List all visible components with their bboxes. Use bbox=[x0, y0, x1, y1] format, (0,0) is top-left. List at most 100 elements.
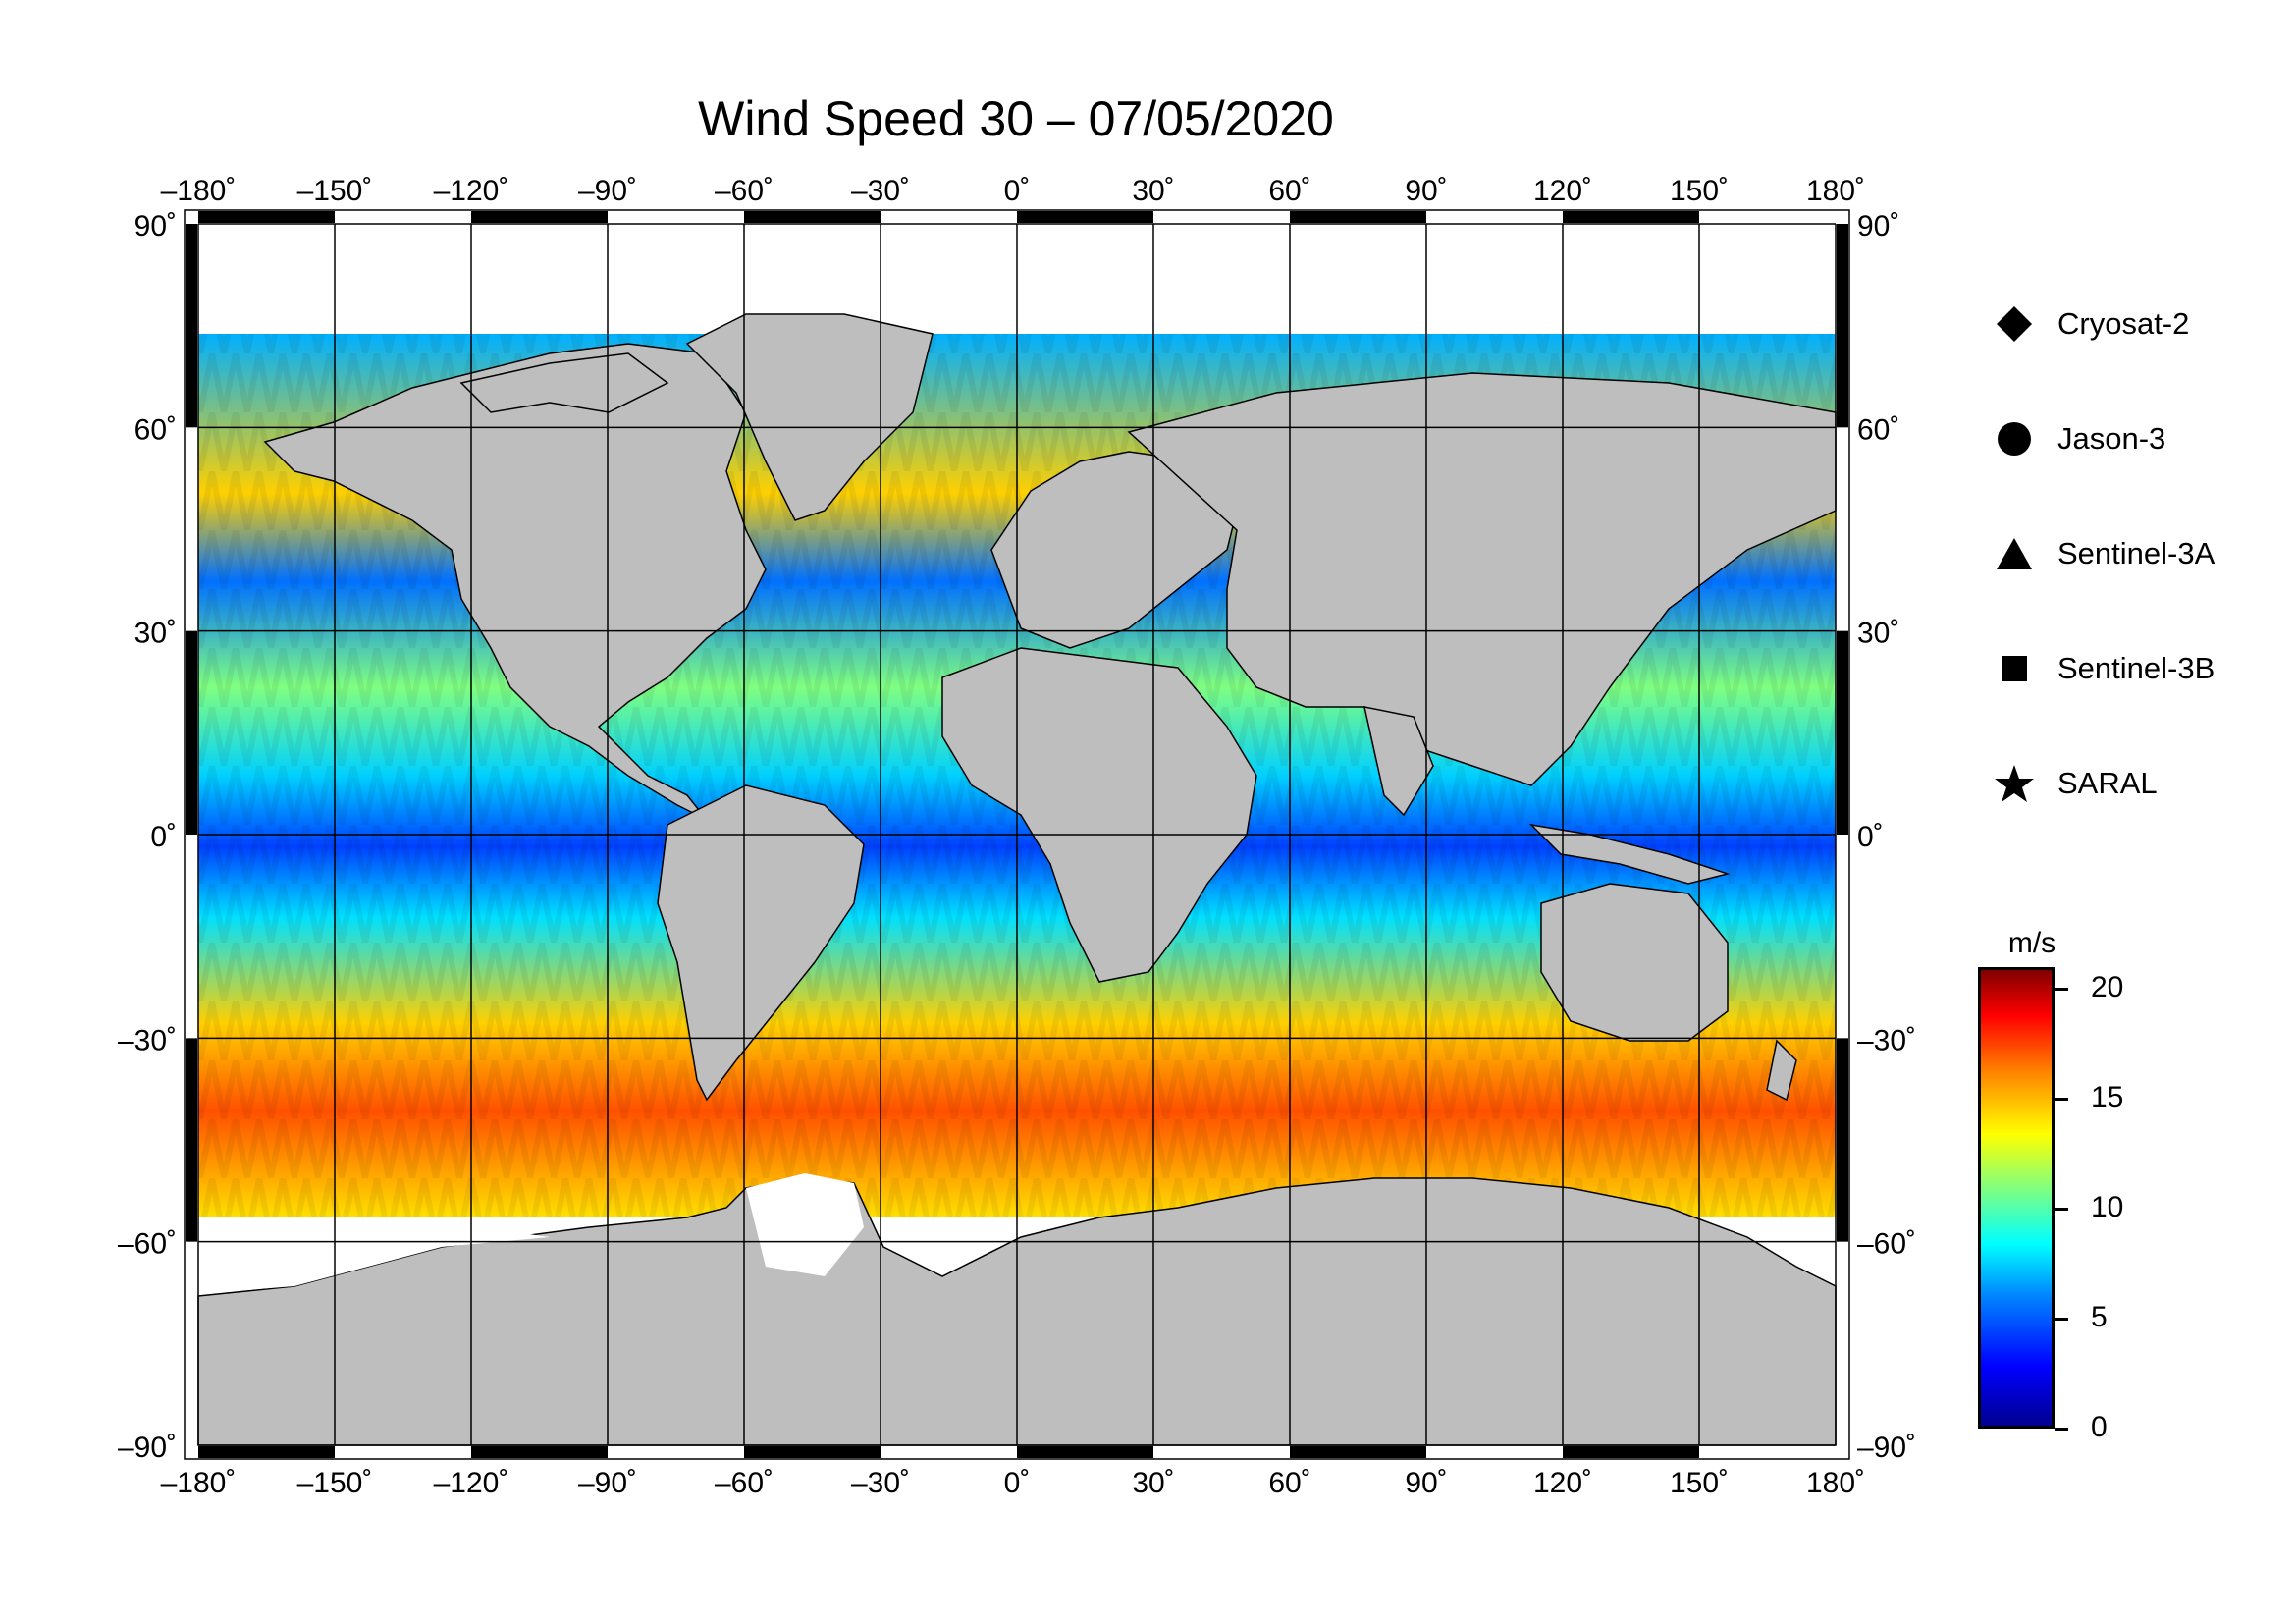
tick-label: 30˚ bbox=[1132, 175, 1174, 207]
tick-label: –60˚ bbox=[118, 1228, 177, 1261]
tick-label: 60˚ bbox=[1268, 1467, 1310, 1499]
tick-label: –30˚ bbox=[118, 1024, 177, 1056]
legend-label: Jason-3 bbox=[2057, 421, 2166, 456]
africa bbox=[941, 647, 1257, 983]
tick-label: 60˚ bbox=[1268, 175, 1310, 207]
colorbar-tick bbox=[2055, 1318, 2068, 1322]
tick-label: –150˚ bbox=[297, 1467, 373, 1499]
map-title: Wind Speed 30 – 07/05/2020 bbox=[698, 91, 1334, 146]
colorbar-tick bbox=[2055, 1208, 2068, 1212]
colorbar-tick-label: 0 bbox=[2091, 1411, 2108, 1443]
tick-label: –90˚ bbox=[118, 1432, 177, 1464]
tick-label: 90˚ bbox=[1857, 210, 1899, 243]
latitude-labels-left: 90˚ 60˚ 30˚ 0˚ –30˚ –60˚ –90˚ bbox=[118, 210, 177, 1464]
tick-label: 0˚ bbox=[1004, 175, 1031, 207]
colorbar bbox=[1978, 967, 2055, 1429]
tick-label: 30˚ bbox=[134, 618, 177, 650]
longitude-labels-bottom: –180˚ –150˚ –120˚ –90˚ –60˚ –30˚ 0˚ 30˚ 60˚ 90˚ 12… bbox=[161, 1467, 1865, 1499]
legend-label: Cryosat-2 bbox=[2057, 306, 2190, 341]
south-america bbox=[657, 784, 865, 1102]
new-zealand bbox=[1766, 1039, 1797, 1102]
tick-label: –30˚ bbox=[851, 1467, 910, 1499]
tick-label: 60˚ bbox=[1857, 413, 1899, 446]
border-segment bbox=[1837, 224, 1848, 428]
tick-label: –90˚ bbox=[1857, 1432, 1916, 1464]
diamond-icon bbox=[1997, 306, 2032, 342]
india bbox=[1363, 706, 1434, 817]
colorbar-tick-label: 15 bbox=[2091, 1081, 2124, 1114]
tick-label: –90˚ bbox=[578, 1467, 637, 1499]
border-segment bbox=[186, 224, 197, 428]
colorbar-tick bbox=[2055, 988, 2068, 992]
tick-label: –30˚ bbox=[1857, 1024, 1916, 1056]
border-segment bbox=[1290, 211, 1426, 223]
tick-label: 120˚ bbox=[1533, 175, 1592, 207]
legend-item-cryosat: Cryosat-2 bbox=[1993, 295, 2189, 353]
circle-icon bbox=[1998, 422, 2031, 456]
border-segment bbox=[1563, 1446, 1699, 1458]
border-segment bbox=[471, 1446, 608, 1458]
tick-label: –60˚ bbox=[1857, 1228, 1916, 1261]
border-segment bbox=[198, 1446, 335, 1458]
tick-label: –120˚ bbox=[434, 175, 509, 207]
colorbar-tick-label: 20 bbox=[2091, 971, 2124, 1004]
star-icon bbox=[1995, 765, 2034, 802]
colorbar-tick bbox=[2055, 1428, 2068, 1431]
greenland bbox=[685, 313, 934, 521]
tick-label: 30˚ bbox=[1132, 1467, 1174, 1499]
tick-label: –150˚ bbox=[297, 175, 373, 207]
border-segment bbox=[1017, 211, 1153, 223]
tick-label: 60˚ bbox=[134, 413, 177, 446]
tick-label: –90˚ bbox=[578, 175, 637, 207]
legend-label: SARAL bbox=[2057, 766, 2158, 800]
border-segment bbox=[198, 211, 335, 223]
tick-label: 120˚ bbox=[1533, 1467, 1592, 1499]
north-america bbox=[263, 343, 767, 821]
asia bbox=[1127, 372, 1837, 786]
tick-label: 90˚ bbox=[1405, 1467, 1447, 1499]
europe bbox=[990, 451, 1238, 649]
triangle-icon bbox=[1997, 538, 2032, 569]
tick-label: 30˚ bbox=[1857, 618, 1899, 650]
tick-label: –30˚ bbox=[851, 175, 910, 207]
colorbar-tick-label: 5 bbox=[2091, 1301, 2108, 1334]
legend-label: Sentinel-3A bbox=[2057, 536, 2216, 570]
border-segment bbox=[471, 211, 608, 223]
border-segment bbox=[1837, 630, 1848, 835]
legend-item-saral: SARAL bbox=[1993, 754, 2158, 813]
legend-item-sentinel-3a: Sentinel-3A bbox=[1993, 524, 2215, 583]
tick-label: 90˚ bbox=[1405, 175, 1447, 207]
tick-label: 180˚ bbox=[1806, 175, 1865, 207]
australia bbox=[1540, 883, 1729, 1042]
colorbar-tick-label: 10 bbox=[2091, 1191, 2124, 1224]
tick-label: 90˚ bbox=[134, 210, 177, 243]
border-segment bbox=[1017, 1446, 1153, 1458]
tick-label: 0˚ bbox=[1857, 821, 1884, 853]
border-segment bbox=[744, 211, 881, 223]
tick-label: 180˚ bbox=[1806, 1467, 1865, 1499]
tick-label: 150˚ bbox=[1670, 175, 1729, 207]
no-data-areas bbox=[198, 1173, 864, 1294]
tick-label: 0˚ bbox=[150, 821, 177, 853]
outer-border bbox=[184, 209, 1850, 1460]
border-segment bbox=[744, 1446, 881, 1458]
square-icon bbox=[2002, 656, 2027, 681]
graticule bbox=[197, 223, 1837, 1446]
tick-label: –180˚ bbox=[161, 175, 237, 207]
colorbar-tick bbox=[2055, 1098, 2068, 1102]
longitude-labels-top: –180˚ –150˚ –120˚ –90˚ –60˚ –30˚ 0˚ 30˚ 60˚ 90˚ 12… bbox=[161, 175, 1865, 207]
legend-item-jason: Jason-3 bbox=[1993, 409, 2165, 468]
colorbar-unit: m/s bbox=[2007, 927, 2056, 959]
border-segment bbox=[1290, 1446, 1426, 1458]
arctic-islands bbox=[459, 352, 669, 413]
tick-label: 150˚ bbox=[1670, 1467, 1729, 1499]
border-segment bbox=[1563, 211, 1699, 223]
tick-label: –60˚ bbox=[715, 175, 774, 207]
border-segment bbox=[186, 1038, 197, 1242]
border-segment bbox=[186, 630, 197, 835]
latitude-labels-right: 90˚ 60˚ 30˚ 0˚ –30˚ –60˚ –90˚ bbox=[1857, 210, 1916, 1464]
tick-label: 0˚ bbox=[1004, 1467, 1031, 1499]
map-frame bbox=[184, 209, 1850, 1460]
legend-item-sentinel-3b: Sentinel-3B bbox=[1993, 639, 2215, 698]
